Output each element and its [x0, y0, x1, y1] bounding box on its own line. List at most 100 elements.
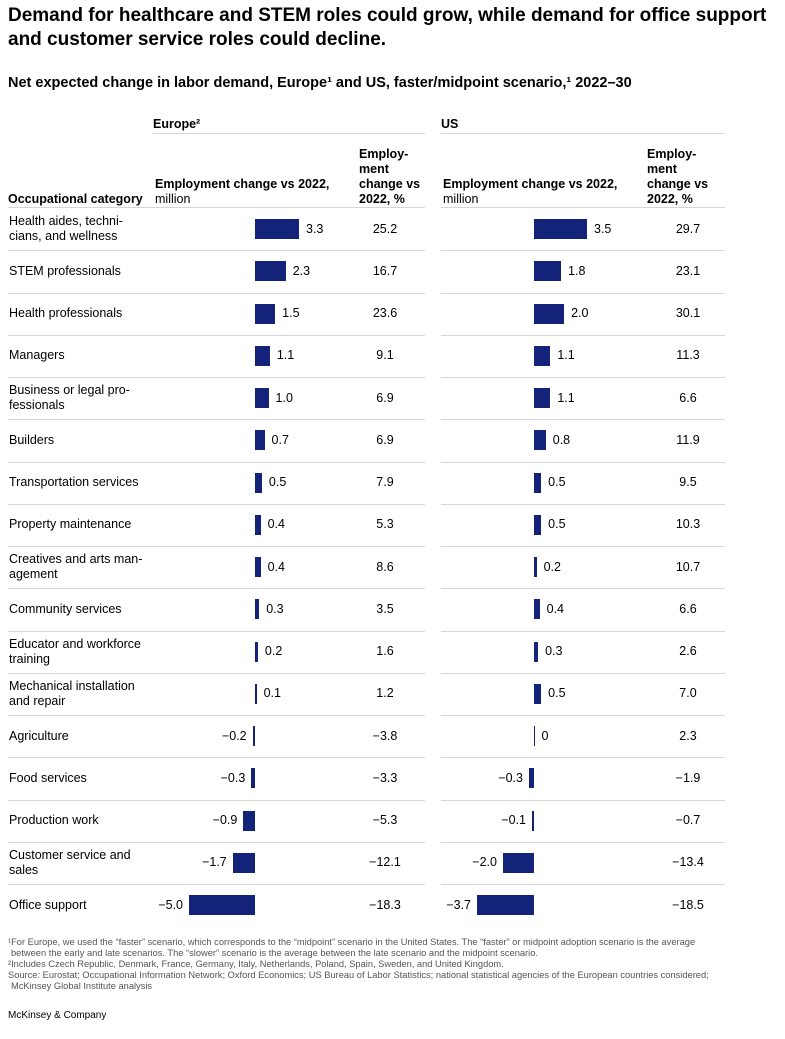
category-label: Health aides, techni- cians, and wellnes…: [9, 214, 123, 244]
pct-value: 6.9: [376, 390, 394, 405]
bar: [533, 683, 542, 704]
row-rule: [8, 419, 425, 421]
pct-value: −5.3: [372, 813, 398, 828]
value-label: 1.0: [275, 390, 293, 405]
bar: [533, 388, 551, 409]
value-label: 2.3: [292, 263, 311, 278]
row-rule: [441, 419, 725, 421]
row-rule: [8, 630, 425, 632]
chart-title: Demand for healthcare and STEM roles cou…: [8, 5, 767, 50]
bar: [533, 514, 542, 535]
bar: [533, 472, 542, 493]
pct-value: −12.1: [369, 855, 401, 870]
pct-value: −1.9: [675, 770, 701, 785]
bar: [533, 726, 535, 747]
value-label: 0.4: [267, 559, 285, 574]
pct-value: 10.7: [675, 559, 701, 574]
value-label: 0.4: [267, 517, 285, 532]
value-label: 0.1: [263, 686, 281, 701]
category-label: STEM professionals: [9, 263, 121, 278]
category-label: Office support: [9, 897, 87, 912]
pct-value: −18.3: [369, 897, 401, 912]
bar: [528, 768, 534, 789]
value-label: 2.0: [571, 306, 589, 321]
value-label: 0.5: [548, 475, 566, 490]
pct-value: 9.1: [376, 348, 394, 363]
value-label: −3.7: [446, 897, 471, 912]
bar: [232, 852, 256, 873]
pct-value: 29.7: [675, 221, 701, 236]
row-rule: [8, 715, 425, 716]
row-rule: [441, 799, 725, 801]
row-rule: [8, 292, 425, 294]
category-header: Occupational category: [8, 192, 143, 206]
chart-subtitle: Net expected change in labor demand, Eur…: [8, 75, 632, 91]
bar: [255, 641, 258, 662]
value-label: −5.0: [158, 897, 183, 912]
pct-value: 6.6: [679, 390, 697, 405]
category-label: Property maintenance: [9, 517, 132, 532]
footnote: ¹For Europe, we used the “faster” scenar…: [8, 937, 696, 958]
value-label: 0.5: [548, 517, 566, 532]
value-label: 0.4: [546, 601, 565, 616]
pct-value: 6.6: [679, 601, 697, 616]
bar: [189, 895, 256, 916]
bar: [533, 599, 540, 620]
value-label: 1.1: [557, 390, 575, 405]
row-rule: [8, 461, 425, 463]
row-rule: [8, 841, 425, 843]
row-rule: [8, 799, 425, 801]
value-label: 1.5: [282, 306, 300, 321]
category-label: Agriculture: [9, 728, 69, 743]
header-rule: [8, 207, 425, 208]
value-header: Employment change vs 2022,: [155, 177, 330, 191]
bar: [255, 261, 286, 282]
row-rule: [8, 757, 425, 759]
bar: [533, 641, 539, 662]
value-label: 3.5: [594, 221, 612, 236]
category-label: Creatives and arts man- agement: [9, 552, 143, 582]
bar: [502, 852, 534, 873]
row-rule: [441, 503, 725, 505]
value-label: −0.3: [220, 770, 246, 785]
category-label: Mechanical installation and repair: [9, 678, 135, 708]
category-label: Community services: [9, 601, 122, 616]
row-rule: [441, 841, 725, 843]
category-label: Customer service and sales: [9, 847, 131, 877]
panel-rule: [441, 133, 725, 134]
pct-value: −3.8: [372, 728, 398, 743]
pct-value: 5.3: [376, 517, 394, 532]
value-label: −0.2: [221, 728, 247, 743]
row-rule: [441, 757, 725, 759]
bar: [255, 303, 276, 324]
value-label: −0.3: [498, 770, 523, 785]
row-rule: [441, 334, 725, 336]
row-rule: [441, 250, 725, 252]
row-rule: [441, 672, 725, 674]
row-rule: [8, 546, 425, 547]
bar: [533, 345, 551, 366]
row-rule: [441, 377, 725, 378]
bar: [252, 726, 256, 747]
bar: [533, 261, 562, 282]
value-label: 0.3: [266, 601, 284, 616]
value-label: 0.3: [545, 644, 563, 659]
header-rule: [441, 207, 725, 208]
bar: [533, 219, 587, 240]
pct-value: 2.3: [679, 728, 697, 743]
value-label: 1.1: [276, 348, 295, 363]
bar: [533, 557, 537, 578]
bar: [533, 430, 546, 451]
pct-value: −3.3: [372, 770, 398, 785]
footnote: ²Includes Czech Republic, Denmark, Franc…: [8, 959, 504, 969]
row-rule: [441, 546, 725, 547]
brand: McKinsey & Company: [8, 1010, 107, 1021]
pct-value: 3.5: [376, 601, 394, 616]
panel-title: US: [441, 117, 459, 131]
row-rule: [8, 672, 425, 674]
category-label: Production work: [9, 813, 99, 828]
pct-value: −0.7: [675, 813, 701, 828]
value-unit: million: [155, 192, 191, 206]
row-rule: [8, 334, 425, 336]
bar: [477, 895, 534, 916]
